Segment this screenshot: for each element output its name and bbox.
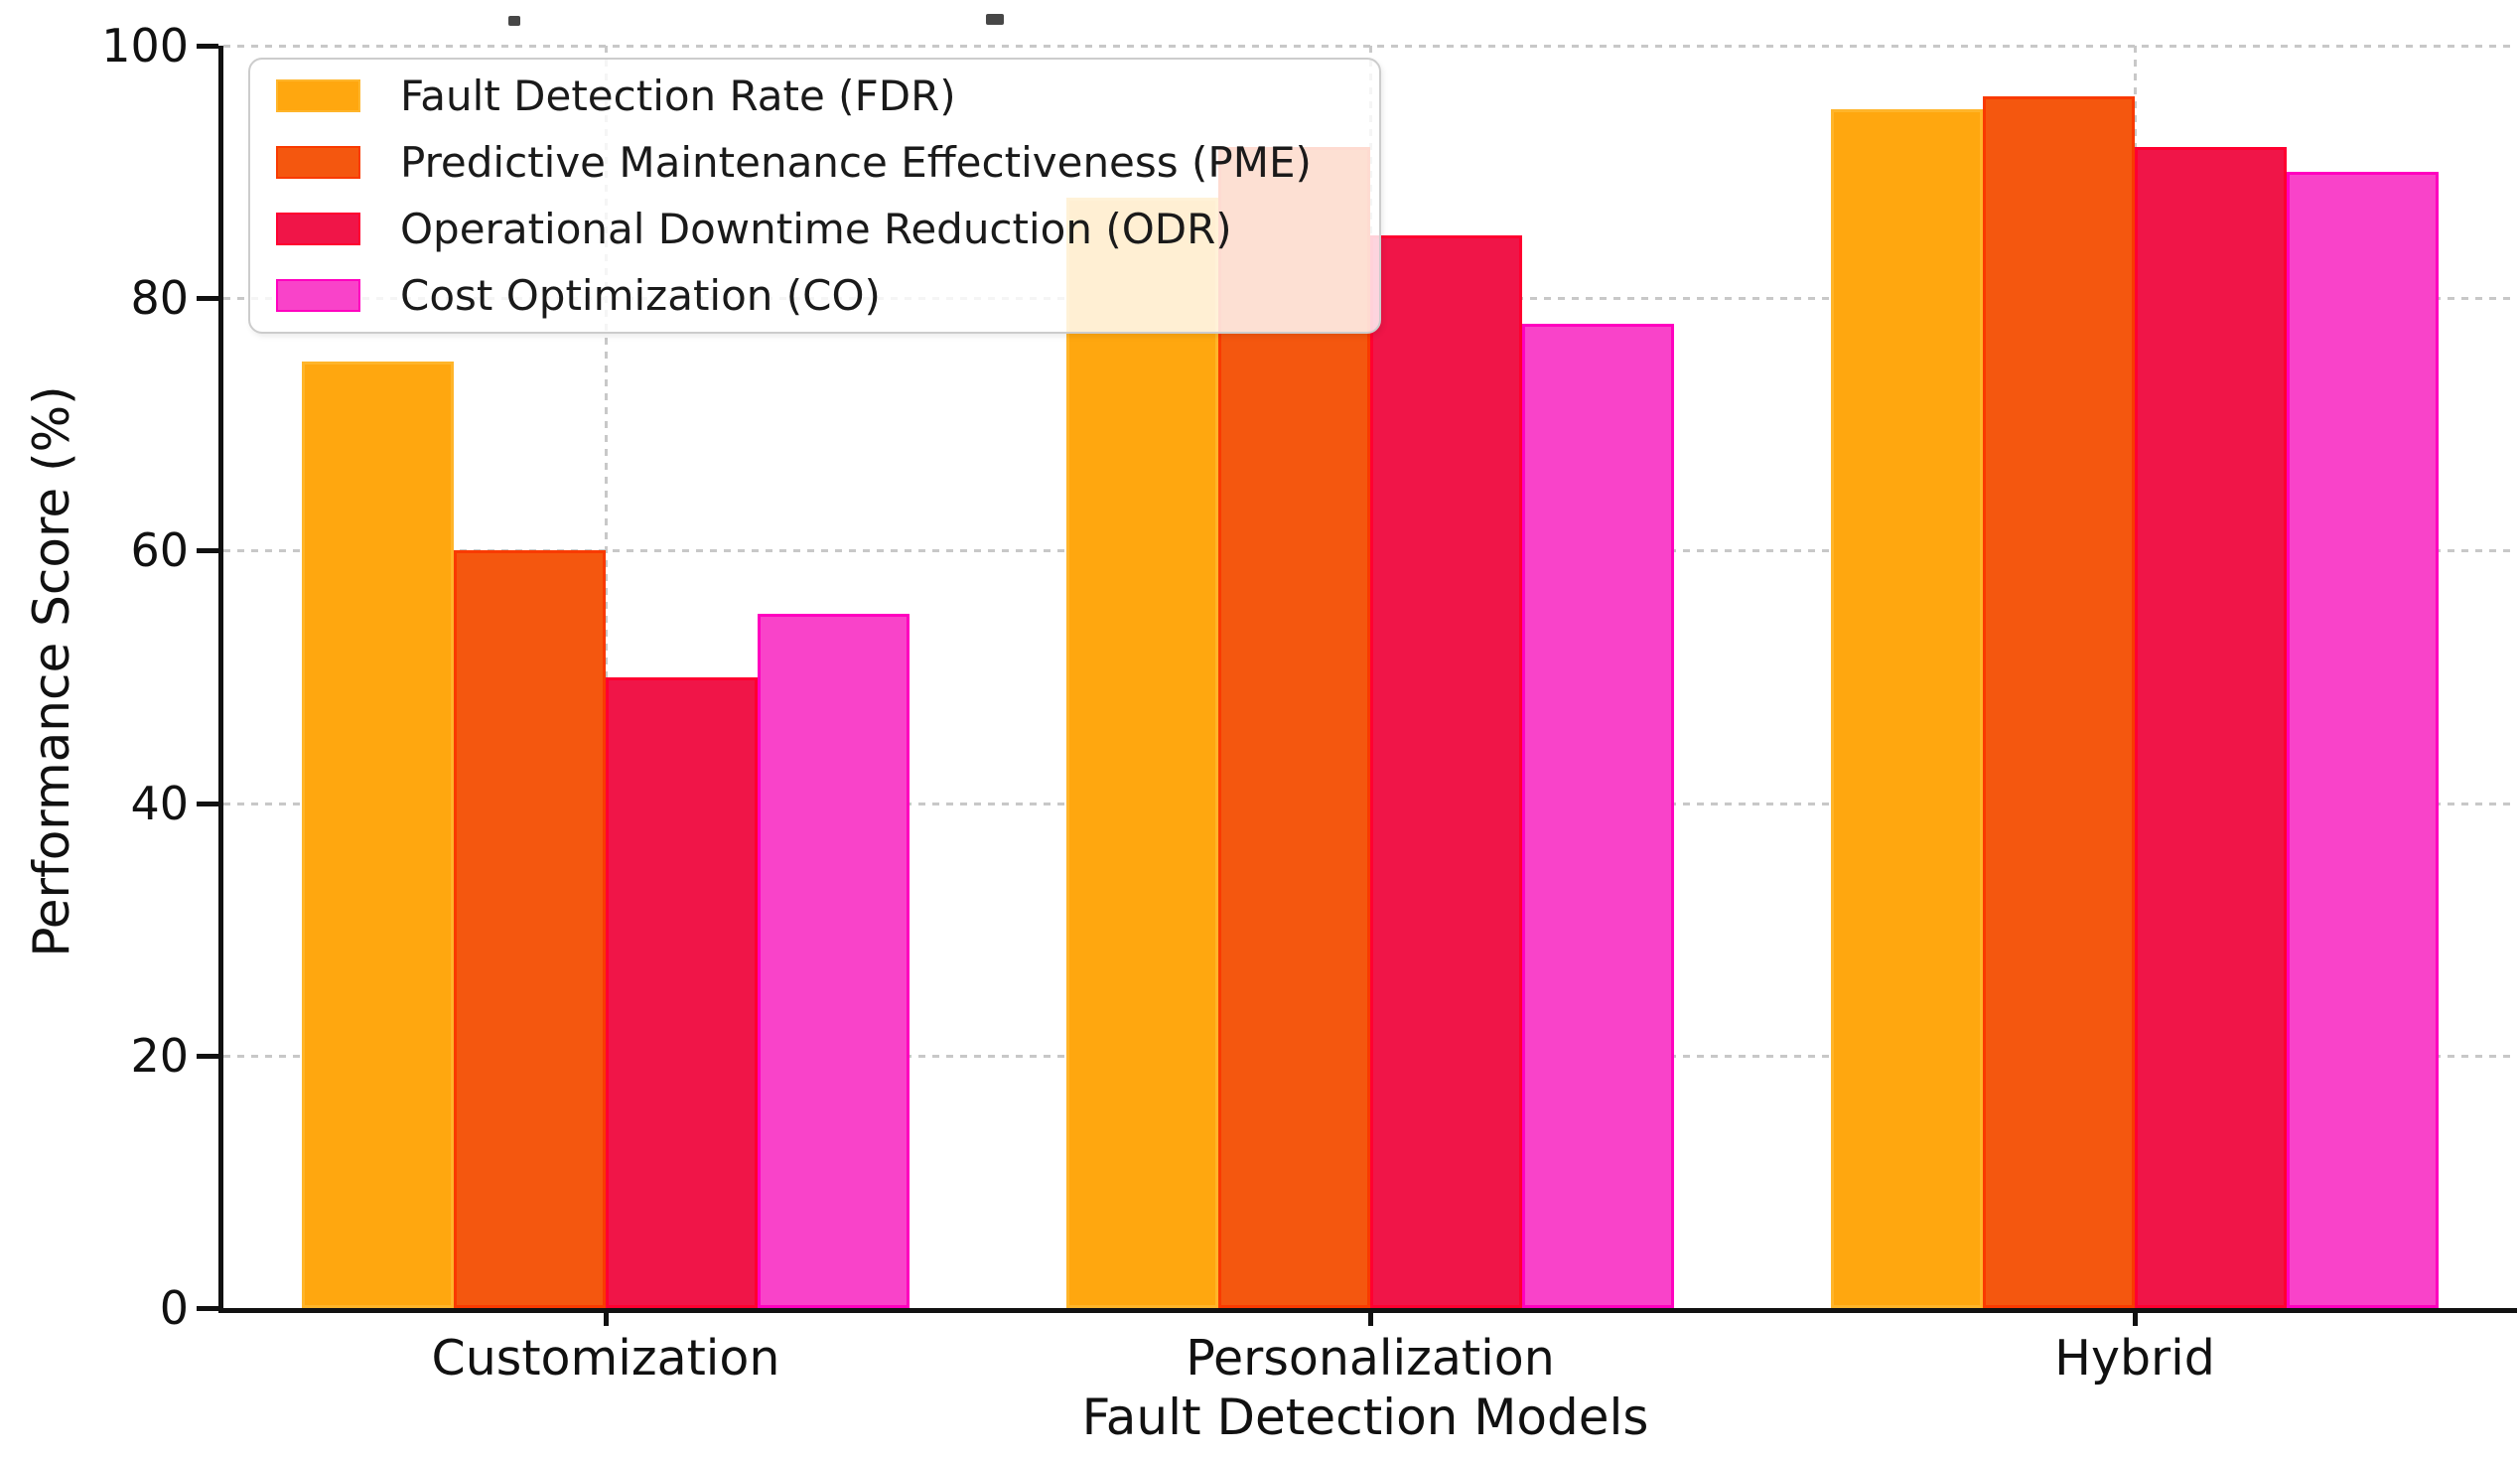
legend-label: Predictive Maintenance Effectiveness (PM… bbox=[400, 137, 1312, 187]
x-tick-Hybrid bbox=[2133, 1308, 2138, 1326]
y-tick-label-80: 80 bbox=[130, 271, 189, 326]
bar-personalization-0 bbox=[1066, 197, 1218, 1308]
bar-hybrid-2 bbox=[2135, 146, 2287, 1308]
legend-label: Operational Downtime Reduction (ODR) bbox=[400, 204, 1232, 253]
bar-personalization-3 bbox=[1522, 323, 1674, 1308]
bar-customization-1 bbox=[454, 550, 606, 1308]
y-tick-20 bbox=[197, 1053, 218, 1059]
cropped-title-remnant-right bbox=[986, 14, 1004, 25]
y-tick-label-40: 40 bbox=[130, 776, 189, 830]
bar-personalization-2 bbox=[1370, 234, 1522, 1308]
bar-customization-3 bbox=[758, 613, 910, 1308]
bar-customization-0 bbox=[302, 361, 454, 1308]
x-tick-Personalization bbox=[1368, 1308, 1373, 1326]
y-tick-label-60: 60 bbox=[130, 523, 189, 578]
legend-label: Fault Detection Rate (FDR) bbox=[400, 71, 956, 120]
legend-swatch-icon bbox=[276, 79, 360, 112]
y-tick-60 bbox=[197, 548, 218, 554]
bar-hybrid-3 bbox=[2287, 172, 2439, 1308]
bar-hybrid-0 bbox=[1831, 108, 1983, 1308]
cropped-title-remnant-left bbox=[508, 16, 520, 26]
x-axis-title: Fault Detection Models bbox=[1081, 1389, 1649, 1446]
bar-personalization-1 bbox=[1218, 146, 1370, 1308]
legend-label: Cost Optimization (CO) bbox=[400, 270, 881, 320]
legend-swatch-icon bbox=[276, 213, 360, 245]
y-tick-100 bbox=[197, 44, 218, 49]
x-tick-Customization bbox=[604, 1308, 609, 1326]
y-tick-label-100: 100 bbox=[101, 19, 189, 73]
bar-hybrid-1 bbox=[1983, 95, 2135, 1308]
plot-area: Fault Detection Rate (FDR) Predictive Mai… bbox=[101, 19, 2517, 1387]
x-tick-label-Personalization: Personalization bbox=[1186, 1330, 1555, 1387]
y-axis-title: Performance Score (%) bbox=[23, 385, 80, 957]
y-tick-0 bbox=[197, 1306, 218, 1311]
legend-swatch-icon bbox=[276, 146, 360, 179]
legend-box: Fault Detection Rate (FDR) Predictive Mai… bbox=[248, 58, 1381, 334]
y-tick-40 bbox=[197, 801, 218, 806]
y-tick-label-20: 20 bbox=[130, 1028, 189, 1083]
bar-customization-2 bbox=[606, 676, 758, 1308]
legend-row-2: Operational Downtime Reduction (ODR) bbox=[276, 205, 1353, 254]
legend-swatch-icon bbox=[276, 279, 360, 312]
x-tick-label-Customization: Customization bbox=[431, 1330, 780, 1387]
legend-row-1: Predictive Maintenance Effectiveness (PM… bbox=[276, 138, 1353, 188]
legend-row-0: Fault Detection Rate (FDR) bbox=[276, 72, 1353, 121]
x-tick-label-Hybrid: Hybrid bbox=[2054, 1330, 2215, 1387]
y-tick-label-0: 0 bbox=[159, 1281, 189, 1335]
legend-row-3: Cost Optimization (CO) bbox=[276, 271, 1353, 321]
y-tick-80 bbox=[197, 296, 218, 302]
